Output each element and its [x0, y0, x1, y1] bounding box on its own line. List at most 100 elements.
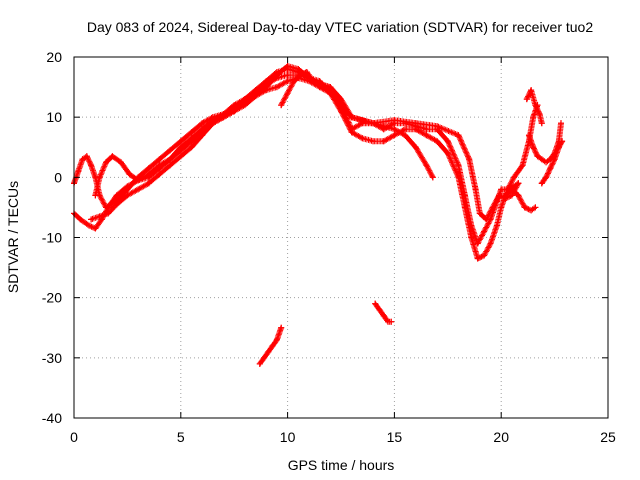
data-point: [327, 90, 334, 97]
data-point: [370, 138, 377, 145]
data-point: [126, 171, 133, 178]
data-point: [135, 186, 142, 193]
data-point: [402, 126, 409, 133]
data-point: [209, 120, 216, 127]
x-axis-label: GPS time / hours: [288, 457, 395, 473]
data-point: [103, 204, 110, 211]
data-point: [263, 81, 270, 88]
data-point: [466, 156, 473, 163]
series-track-d: [88, 75, 522, 223]
data-point: [530, 114, 537, 121]
data-point: [79, 156, 86, 163]
data-point: [489, 204, 496, 211]
data-point: [380, 138, 387, 145]
data-point: [534, 153, 541, 160]
data-point: [380, 126, 387, 133]
data-point: [310, 78, 317, 85]
series-segment-g: [502, 186, 539, 214]
data-point: [188, 138, 195, 145]
data-point: [412, 144, 419, 151]
data-point: [474, 255, 481, 262]
data-point: [530, 144, 537, 151]
data-point: [528, 87, 535, 94]
y-tick-label: 0: [54, 169, 62, 185]
data-point: [538, 156, 545, 163]
data-point: [145, 174, 152, 181]
data-point: [92, 225, 99, 232]
data-point: [547, 165, 554, 172]
data-point: [92, 192, 99, 199]
data-point: [372, 300, 379, 307]
data-point: [124, 192, 131, 199]
data-point: [291, 78, 298, 85]
data-point: [559, 138, 566, 145]
data-point: [444, 150, 451, 157]
data-point: [303, 69, 310, 76]
series-segment-f: [523, 87, 545, 127]
data-point: [487, 240, 494, 247]
data-point: [455, 162, 462, 169]
y-tick-label: -40: [42, 410, 62, 426]
data-point: [252, 93, 259, 100]
data-point: [284, 72, 291, 79]
data-point: [543, 159, 550, 166]
data-point: [113, 201, 120, 208]
data-point: [502, 192, 509, 199]
data-point: [558, 120, 565, 127]
data-point: [231, 108, 238, 115]
data-point: [555, 144, 562, 151]
data-point: [523, 96, 530, 103]
data-markers: [88, 75, 522, 223]
data-point: [241, 102, 248, 109]
x-tick-label: 25: [600, 429, 616, 445]
data-point: [455, 132, 462, 139]
data-point: [145, 165, 152, 172]
data-point: [284, 66, 291, 73]
data-point: [461, 192, 468, 199]
x-tick-label: 5: [177, 429, 185, 445]
data-point: [493, 222, 500, 229]
y-tick-label: -10: [42, 230, 62, 246]
data-point: [472, 186, 479, 193]
data-point: [177, 153, 184, 160]
data-point: [521, 204, 528, 211]
data-points: [71, 63, 566, 367]
data-point: [348, 126, 355, 133]
data-point: [85, 222, 92, 229]
series-segment-k: [372, 300, 395, 325]
data-point: [515, 192, 522, 199]
data-point: [528, 207, 535, 214]
data-point: [429, 174, 436, 181]
data-point: [543, 174, 550, 181]
y-axis-label: SDTVAR / TECUs: [5, 181, 21, 293]
data-point: [338, 102, 344, 109]
data-point: [167, 147, 174, 154]
y-tick-labels: -40 -30 -20 -10 0 10 20: [42, 49, 62, 426]
data-point: [536, 111, 543, 118]
data-point: [177, 138, 184, 145]
data-point: [483, 216, 490, 223]
data-point: [538, 120, 545, 127]
y-tick-label: 10: [46, 109, 62, 125]
data-point: [109, 153, 116, 160]
data-point: [209, 114, 216, 121]
data-point: [88, 162, 95, 169]
data-point: [297, 72, 304, 79]
data-point: [124, 186, 131, 193]
data-point: [370, 120, 377, 127]
series-track-a: [71, 63, 436, 232]
data-point: [188, 129, 195, 136]
data-point: [402, 132, 409, 139]
data-point: [423, 132, 430, 139]
data-point: [117, 159, 124, 166]
data-point: [96, 174, 103, 181]
x-tick-label: 10: [280, 429, 296, 445]
data-point: [256, 360, 263, 367]
x-tick-labels: 0 5 10 15 20 25: [70, 429, 616, 445]
data-point: [269, 342, 276, 349]
data-point: [88, 216, 95, 223]
data-point: [391, 132, 398, 139]
data-point: [532, 102, 539, 109]
data-point: [167, 162, 174, 169]
